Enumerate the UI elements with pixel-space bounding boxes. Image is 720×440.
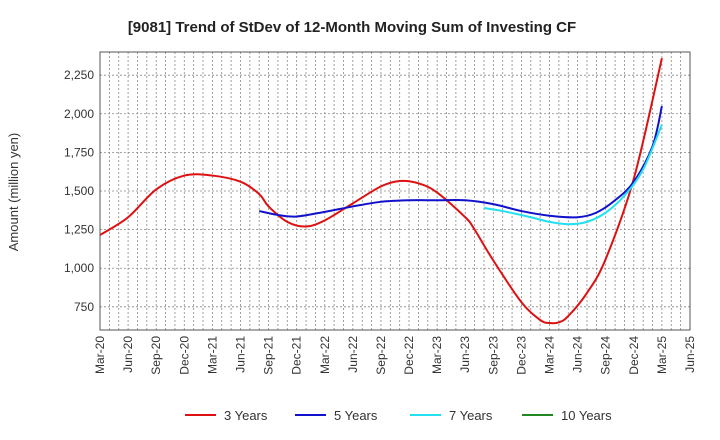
y-tick-label: 1,250 (64, 223, 94, 237)
x-tick-label: Sep-24 (599, 336, 613, 375)
series-line-5-years (259, 105, 663, 219)
x-tick-label: Jun-22 (346, 336, 360, 373)
legend-label-3-years: 3 Years (224, 408, 268, 423)
y-tick-label: 1,500 (64, 184, 94, 198)
x-tick-label: Sep-22 (374, 336, 388, 375)
plot-frame (99, 51, 691, 331)
chart-title: [9081] Trend of StDev of 12-Month Moving… (128, 19, 576, 36)
legend-label-7-years: 7 Years (449, 408, 493, 423)
x-tick-label: Jun-21 (233, 336, 247, 373)
y-tick-label: 1,000 (64, 261, 94, 275)
x-tick-label: Mar-23 (430, 336, 444, 374)
x-tick-label: Dec-20 (177, 336, 191, 375)
x-tick-label: Jun-24 (571, 336, 585, 373)
x-tick-label: Sep-20 (149, 336, 163, 375)
y-tick-label: 1,750 (64, 145, 94, 159)
y-tick-label: 750 (74, 300, 94, 314)
x-tick-label: Dec-22 (402, 336, 416, 375)
grid-layer (99, 52, 691, 330)
x-tick-label: Sep-23 (486, 336, 500, 375)
x-tick-label: Dec-21 (290, 336, 304, 375)
legend-label-5-years: 5 Years (334, 408, 378, 423)
x-tick-label: Jun-20 (121, 336, 135, 373)
y-tick-labels: 750 1,000 1,250 1,500 1,750 2,000 2,250 (64, 68, 94, 314)
series-line-3-years (99, 57, 663, 325)
series-layer (99, 57, 663, 325)
x-tick-label: Mar-24 (543, 336, 557, 374)
x-tick-label: Dec-23 (514, 336, 528, 375)
x-tick-label: Mar-25 (655, 336, 669, 374)
x-tick-labels: Mar-20 Jun-20 Sep-20 Dec-20 Mar-21 Jun-21 Sep-… (93, 336, 697, 375)
x-tick-label: Jun-25 (683, 336, 697, 373)
legend-label-10-years: 10 Years (561, 408, 612, 423)
x-tick-label: Mar-22 (318, 336, 332, 374)
x-tick-label: Mar-21 (205, 336, 219, 374)
x-tick-label: Sep-21 (262, 336, 276, 375)
y-axis-label: Amount (million yen) (6, 133, 21, 252)
series-line-7-years (483, 124, 663, 226)
x-tick-label: Jun-23 (458, 336, 472, 373)
y-tick-label: 2,250 (64, 68, 94, 82)
y-tick-label: 2,000 (64, 107, 94, 121)
x-tick-label: Mar-20 (93, 336, 107, 374)
legend: 3 Years 5 Years 7 Years 10 Years (185, 408, 612, 423)
x-tick-label: Dec-24 (627, 336, 641, 375)
